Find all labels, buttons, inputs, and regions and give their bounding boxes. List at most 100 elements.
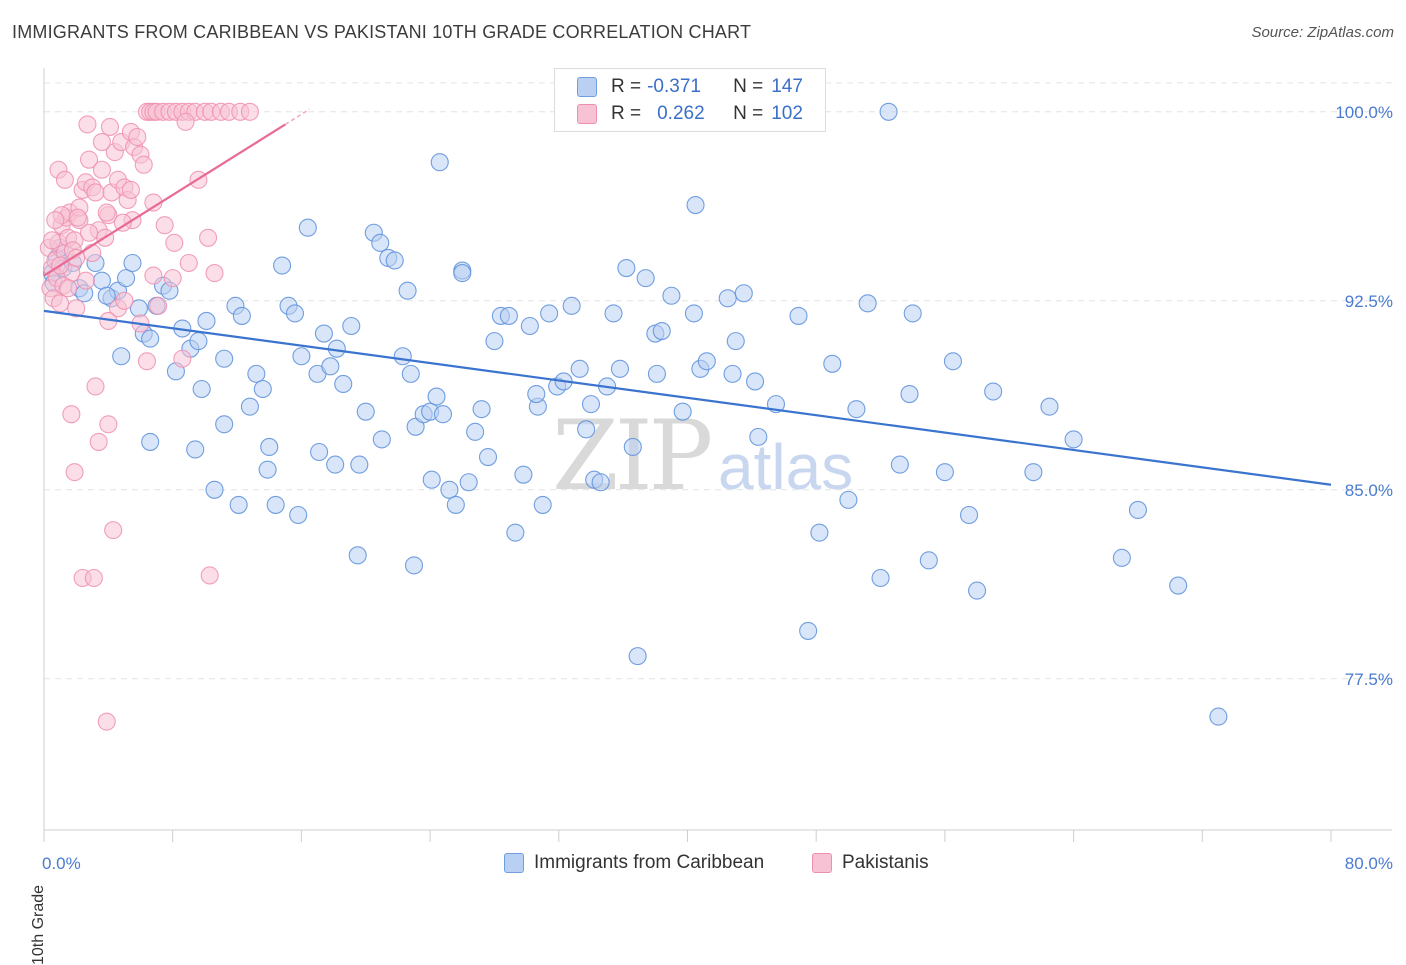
trend-lines bbox=[43, 108, 1332, 486]
data-point bbox=[326, 455, 345, 474]
data-point bbox=[789, 306, 808, 325]
data-point bbox=[393, 347, 412, 366]
data-point bbox=[92, 160, 111, 179]
data-point bbox=[79, 223, 99, 242]
bottom-legend-caribbean: Immigrants from Caribbean bbox=[504, 852, 764, 874]
legend-r-value: 0.262 bbox=[657, 103, 705, 124]
bottom-legend-label-pakistanis: Pakistanis bbox=[842, 852, 929, 873]
data-point bbox=[99, 415, 118, 434]
data-point bbox=[628, 647, 647, 666]
data-point bbox=[968, 581, 987, 600]
data-point bbox=[199, 228, 218, 247]
data-point bbox=[422, 470, 441, 489]
data-point bbox=[385, 251, 404, 270]
data-point bbox=[121, 180, 140, 199]
data-point bbox=[1209, 707, 1228, 726]
x-tick-labels: 0.0% 80.0% bbox=[42, 854, 1393, 873]
data-point bbox=[466, 422, 485, 441]
data-point bbox=[113, 213, 132, 232]
data-point bbox=[684, 304, 703, 323]
legend-n-value: 102 bbox=[771, 103, 803, 124]
data-point bbox=[847, 400, 866, 419]
data-point bbox=[59, 279, 78, 298]
bottom-legend-pakistanis: Pakistanis bbox=[812, 852, 929, 874]
data-point bbox=[192, 379, 211, 399]
data-point bbox=[144, 266, 163, 285]
legend-swatch-caribbean bbox=[577, 77, 597, 97]
data-point bbox=[533, 495, 552, 514]
legend-r-label: R = bbox=[611, 103, 642, 124]
axes bbox=[43, 68, 1392, 842]
data-point bbox=[723, 364, 742, 383]
data-point bbox=[520, 316, 539, 336]
data-point bbox=[686, 195, 705, 215]
data-point bbox=[205, 480, 224, 499]
chart-title: IMMIGRANTS FROM CARIBBEAN VS PAKISTANI 1… bbox=[12, 22, 752, 42]
data-point bbox=[398, 281, 417, 300]
legend-r-value: -0.371 bbox=[647, 76, 701, 97]
data-point bbox=[1040, 397, 1059, 416]
bottom-legend: Immigrants from Caribbean Pakistanis bbox=[0, 852, 1406, 878]
y-axis-label: 10th Grade bbox=[30, 884, 47, 965]
data-point bbox=[240, 397, 259, 416]
data-point bbox=[240, 102, 259, 121]
legend-n-value: 147 bbox=[771, 76, 803, 97]
data-point bbox=[623, 437, 642, 457]
data-point bbox=[200, 566, 219, 585]
data-point bbox=[472, 400, 491, 419]
data-point bbox=[76, 271, 95, 290]
data-point bbox=[100, 117, 120, 136]
y-tick-label: 100.0% bbox=[1335, 103, 1393, 122]
data-point bbox=[446, 495, 465, 514]
data-point bbox=[197, 311, 216, 331]
data-point bbox=[123, 253, 142, 273]
data-point bbox=[749, 427, 768, 446]
data-point bbox=[372, 430, 391, 449]
data-point bbox=[260, 437, 279, 457]
data-point bbox=[104, 521, 123, 540]
data-point bbox=[42, 231, 62, 250]
data-point bbox=[485, 332, 504, 351]
data-point bbox=[943, 352, 962, 371]
data-point bbox=[65, 463, 84, 482]
bottom-legend-label-caribbean: Immigrants from Caribbean bbox=[534, 852, 765, 873]
data-point bbox=[247, 364, 266, 383]
data-point bbox=[1169, 576, 1188, 595]
data-point bbox=[453, 264, 472, 283]
data-point bbox=[285, 304, 305, 323]
data-point bbox=[141, 432, 160, 451]
data-point bbox=[97, 203, 116, 222]
data-point bbox=[141, 329, 160, 348]
data-point bbox=[342, 316, 361, 336]
data-point bbox=[176, 112, 195, 131]
data-point bbox=[604, 304, 623, 323]
data-point bbox=[810, 523, 829, 542]
data-point bbox=[662, 286, 681, 305]
data-point bbox=[718, 289, 737, 308]
scatter-chart: 77.5% 85.0% 92.5% 100.0% 0.0% 80.0% bbox=[39, 68, 1393, 873]
data-point bbox=[652, 321, 671, 341]
data-point bbox=[879, 102, 898, 121]
data-point bbox=[903, 304, 922, 323]
legend-row-caribbean: R = -0.371 N = 147 bbox=[577, 75, 803, 99]
data-point bbox=[298, 218, 317, 237]
data-point bbox=[871, 568, 890, 588]
y-tick-labels: 77.5% 85.0% 92.5% 100.0% bbox=[1335, 103, 1393, 689]
data-point bbox=[636, 269, 655, 288]
data-point bbox=[514, 465, 533, 484]
grid-lines bbox=[44, 82, 1392, 680]
data-point bbox=[734, 284, 753, 303]
trend-line-caribbean bbox=[43, 309, 1332, 486]
legend-n-label: N = bbox=[733, 103, 764, 124]
data-point bbox=[155, 216, 174, 235]
legend-n-label: N = bbox=[733, 76, 764, 97]
x-tick-label: 80.0% bbox=[1345, 854, 1393, 873]
data-point bbox=[67, 299, 86, 318]
trend-line-pakistanis bbox=[43, 123, 286, 277]
bottom-legend-swatch-caribbean bbox=[504, 853, 524, 873]
source-label: Source: ZipAtlas.com bbox=[1251, 24, 1394, 41]
data-point bbox=[289, 505, 308, 525]
data-point bbox=[321, 357, 340, 376]
legend-r-label: R = bbox=[611, 76, 642, 97]
data-point bbox=[499, 306, 518, 325]
